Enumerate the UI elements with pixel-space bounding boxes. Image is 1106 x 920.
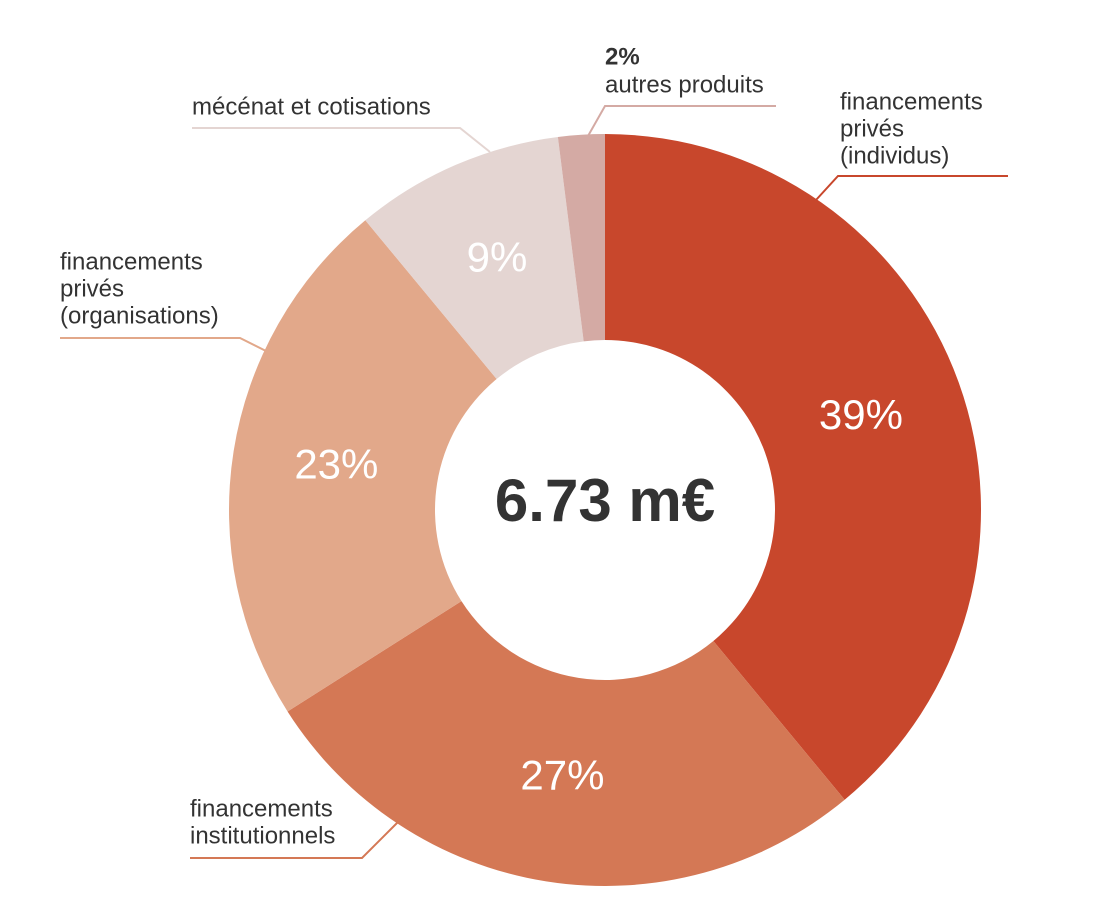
slice: [229, 220, 497, 712]
category-label: mécénat et cotisations: [192, 93, 431, 120]
center-label: 6.73 m€: [495, 467, 715, 534]
value-label: 2%: [605, 43, 640, 70]
category-label: autres produits: [605, 71, 764, 98]
slice: [557, 134, 605, 342]
value-label: 39%: [819, 391, 903, 438]
value-label: 9%: [467, 233, 528, 280]
leader-line: [190, 821, 399, 859]
value-label: 23%: [294, 441, 378, 488]
category-label: financements: [60, 248, 203, 275]
category-label: (individus): [840, 142, 949, 169]
category-label: financements: [840, 88, 983, 115]
leader-line: [587, 105, 776, 137]
leader-line: [60, 337, 269, 353]
category-label: (organisations): [60, 302, 219, 329]
leader-line: [815, 175, 1008, 201]
slice: [287, 601, 845, 886]
leader-line: [192, 127, 491, 153]
category-label: privés: [60, 275, 124, 302]
category-label: financements: [190, 795, 333, 822]
slice: [365, 136, 584, 380]
slices: [229, 134, 982, 886]
category-label: privés: [840, 115, 904, 142]
value-label: 27%: [520, 752, 604, 799]
category-label: institutionnels: [190, 822, 335, 849]
slice: [605, 134, 982, 800]
